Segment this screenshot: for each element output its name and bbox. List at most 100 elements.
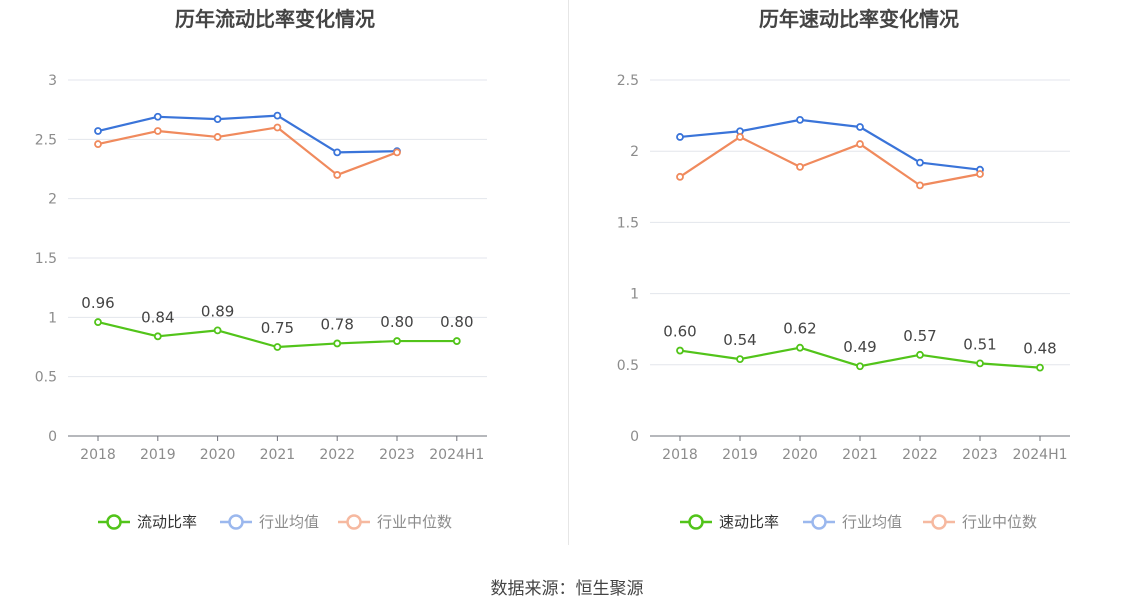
data-label: 0.51 — [963, 335, 996, 353]
data-point — [153, 332, 162, 341]
data-point — [94, 127, 102, 135]
chart-title: 历年速动比率变化情况 — [759, 7, 959, 31]
data-point — [976, 359, 984, 368]
data-point — [676, 133, 684, 141]
x-tick-label: 2021 — [260, 447, 296, 463]
x-tick-label: 2018 — [662, 447, 698, 463]
data-point — [393, 148, 401, 157]
data-source-note: 数据来源：恒生聚源 — [490, 579, 644, 599]
series-line-2 — [97, 126, 398, 177]
series-line-1 — [679, 118, 981, 171]
data-point — [273, 123, 282, 132]
legend-marker — [688, 514, 704, 530]
data-point — [153, 127, 162, 135]
data-label: 0.48 — [1023, 340, 1056, 358]
data-point — [796, 115, 804, 124]
data-point — [393, 337, 401, 345]
data-point — [273, 111, 282, 120]
data-point — [452, 337, 461, 345]
data-point — [333, 339, 342, 348]
data-label: 0.62 — [783, 320, 816, 338]
data-point — [916, 181, 924, 190]
x-tick-label: 2024H1 — [1012, 447, 1067, 463]
data-point — [856, 140, 864, 148]
data-label: 0.54 — [723, 331, 756, 349]
legend-label: 行业中位数 — [377, 513, 452, 531]
x-tick-label: 2024H1 — [429, 447, 484, 463]
data-label: 0.75 — [261, 319, 294, 337]
y-tick-label: 2.5 — [35, 132, 57, 148]
data-point — [916, 158, 924, 167]
y-tick-label: 2 — [630, 144, 639, 160]
data-point — [94, 140, 102, 148]
data-point — [213, 326, 222, 335]
legend-marker — [346, 514, 362, 530]
legend-item: 速动比率 — [680, 513, 779, 531]
y-tick-label: 2 — [48, 192, 57, 208]
data-label: 0.80 — [440, 313, 473, 331]
y-tick-label: 2.5 — [617, 73, 639, 89]
x-tick-label: 2019 — [140, 447, 176, 463]
data-point — [213, 115, 222, 124]
legend-marker — [228, 514, 244, 530]
current-ratio-chart-svg: 历年流动比率变化情况 0 0.5 1 1.5 2 2.5 3 2018 2019 2020 2021 2… — [35, 7, 487, 531]
series-line-1 — [97, 114, 398, 154]
legend-label: 流动比率 — [137, 513, 197, 531]
data-label: 0.78 — [320, 315, 353, 333]
legend-label: 行业中位数 — [962, 513, 1037, 531]
data-point — [736, 133, 744, 141]
data-point — [676, 172, 684, 181]
data-label: 0.96 — [81, 294, 114, 312]
series-line-2 — [679, 135, 981, 187]
x-tick-label: 2021 — [842, 447, 878, 463]
data-point — [856, 123, 864, 131]
y-tick-label: 3 — [48, 73, 57, 89]
data-point — [796, 343, 804, 352]
legend-marker — [106, 514, 122, 530]
quick-ratio-chart: 历年速动比率变化情况 0 0.5 1 1.5 2 2.5 2018 2019 2020 2021 20… — [567, 0, 1134, 560]
y-tick-label: 0.5 — [617, 358, 639, 374]
data-point — [676, 346, 684, 355]
data-point — [856, 362, 864, 371]
legend-label: 行业均值 — [842, 513, 902, 531]
data-label: 0.57 — [903, 327, 936, 345]
legend-marker — [811, 514, 827, 530]
legend-item: 流动比率 — [98, 513, 197, 531]
x-tick-label: 2023 — [962, 447, 998, 463]
data-label: 0.84 — [141, 308, 174, 326]
data-label: 0.89 — [201, 302, 234, 320]
data-point — [1036, 363, 1044, 372]
data-label: 0.60 — [663, 323, 696, 341]
current-ratio-chart: 历年流动比率变化情况 0 0.5 1 1.5 2 2.5 3 2018 2019 2020 2021 2… — [0, 0, 567, 560]
x-tick-label: 2020 — [200, 447, 236, 463]
data-point — [94, 318, 102, 326]
panel-divider — [568, 0, 569, 545]
data-point — [796, 162, 804, 171]
data-point — [213, 133, 222, 141]
data-point — [333, 171, 342, 179]
data-point — [333, 148, 342, 157]
data-label: 0.49 — [843, 338, 876, 356]
y-tick-label: 0 — [48, 429, 57, 445]
x-tick-label: 2022 — [319, 447, 355, 463]
x-tick-label: 2019 — [722, 447, 758, 463]
data-point — [916, 350, 924, 359]
x-tick-label: 2022 — [902, 447, 938, 463]
y-tick-label: 1.5 — [617, 215, 639, 231]
y-tick-label: 1 — [48, 310, 57, 326]
legend-marker — [931, 514, 947, 530]
legend-label: 行业均值 — [259, 513, 319, 531]
legend-item: 行业均值 — [803, 513, 902, 531]
x-tick-label: 2020 — [782, 447, 818, 463]
y-tick-label: 0.5 — [35, 370, 57, 386]
x-tick-label: 2023 — [379, 447, 415, 463]
chart-title: 历年流动比率变化情况 — [175, 7, 375, 31]
y-tick-label: 1.5 — [35, 251, 57, 267]
data-point — [153, 112, 162, 121]
legend-item: 行业中位数 — [338, 513, 452, 531]
y-tick-label: 1 — [630, 287, 639, 303]
y-tick-label: 0 — [630, 429, 639, 445]
legend-item: 行业均值 — [220, 513, 319, 531]
data-label: 0.80 — [380, 313, 413, 331]
